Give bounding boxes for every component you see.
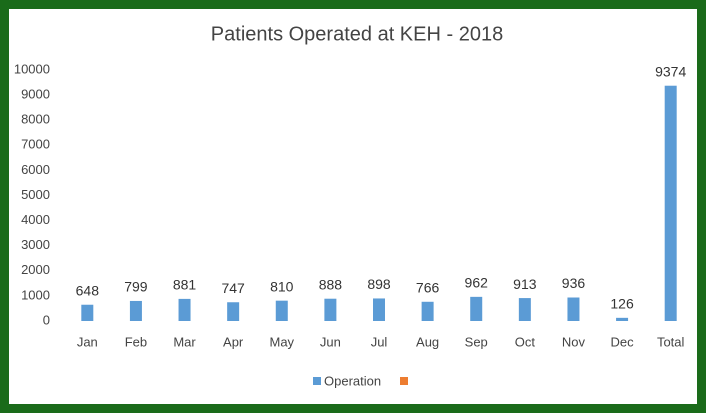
- chart-title: Patients Operated at KEH - 2018: [211, 23, 503, 45]
- data-label: 9374: [655, 63, 686, 79]
- x-tick-label: Jun: [320, 334, 341, 349]
- x-tick-label: Dec: [611, 334, 635, 349]
- y-tick-label: 1000: [21, 287, 50, 302]
- x-tick-label: Sep: [465, 334, 488, 349]
- bar: [324, 298, 337, 321]
- data-label: 898: [367, 276, 391, 292]
- y-tick-label: 8000: [21, 112, 50, 127]
- data-label: 936: [562, 275, 586, 291]
- bar: [227, 302, 240, 321]
- bar: [373, 298, 385, 321]
- x-tick-label: Jul: [371, 334, 388, 349]
- chart-area: [9, 9, 697, 404]
- x-tick-label: Jan: [77, 334, 98, 349]
- x-tick-label: Feb: [125, 334, 147, 349]
- bar: [275, 300, 288, 321]
- y-tick-label: 3000: [21, 237, 50, 252]
- data-label: 810: [270, 278, 294, 294]
- bar: [616, 317, 629, 321]
- data-label: 913: [513, 276, 537, 292]
- bar: [129, 300, 142, 321]
- data-label: 962: [465, 275, 489, 291]
- x-tick-label: Nov: [562, 334, 586, 349]
- bar: [178, 298, 191, 321]
- bar: [470, 296, 483, 321]
- data-label: 126: [610, 296, 634, 312]
- bar: [567, 297, 580, 321]
- x-tick-label: Apr: [223, 334, 244, 349]
- legend-swatch: [400, 377, 408, 385]
- legend-label: Operation: [324, 373, 381, 388]
- y-tick-label: 4000: [21, 212, 50, 227]
- bar: [81, 304, 94, 321]
- x-tick-label: May: [269, 334, 294, 349]
- data-label: 648: [76, 282, 100, 298]
- y-tick-label: 7000: [21, 137, 50, 152]
- bar: [664, 85, 677, 321]
- data-label: 766: [416, 279, 440, 295]
- x-tick-label: Oct: [515, 334, 536, 349]
- y-tick-label: 9000: [21, 87, 50, 102]
- data-label: 799: [124, 279, 148, 295]
- x-tick-label: Aug: [416, 334, 439, 349]
- x-tick-label: Mar: [173, 334, 196, 349]
- y-tick-label: 10000: [14, 61, 50, 76]
- data-label: 881: [173, 277, 197, 293]
- bar: [421, 301, 434, 321]
- data-label: 747: [221, 280, 245, 296]
- y-tick-label: 5000: [21, 187, 50, 202]
- y-tick-label: 0: [43, 312, 50, 327]
- data-label: 888: [319, 276, 343, 292]
- y-tick-label: 2000: [21, 262, 50, 277]
- legend-swatch: [313, 377, 321, 385]
- bar: [518, 298, 531, 321]
- y-tick-label: 6000: [21, 162, 50, 177]
- x-tick-label: Total: [657, 334, 685, 349]
